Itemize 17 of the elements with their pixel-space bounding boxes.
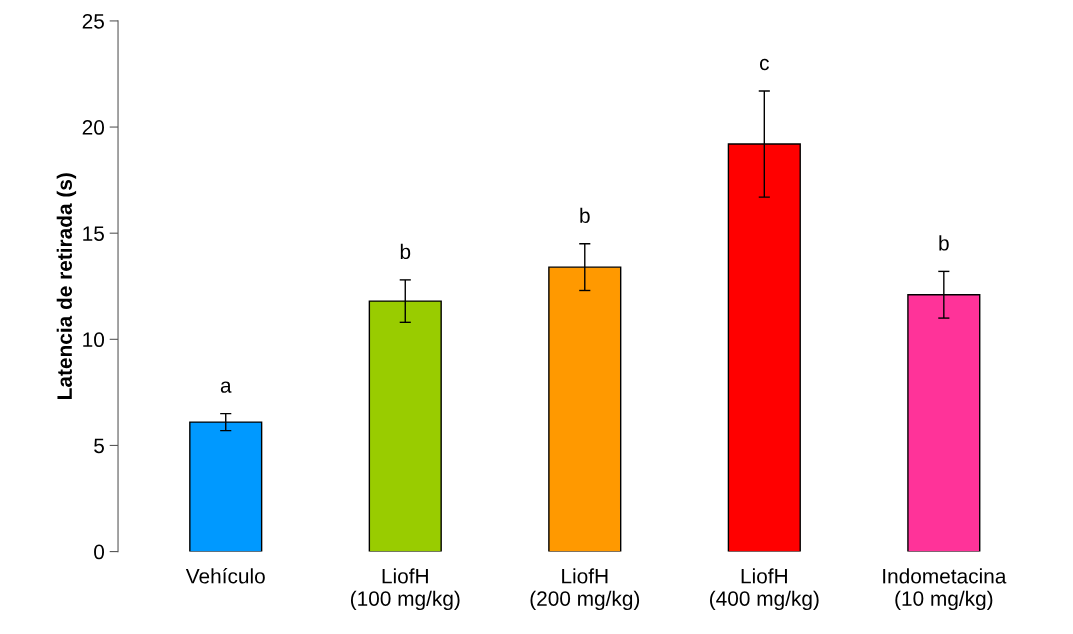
y-tick-label: 25 xyxy=(82,13,104,29)
y-tick-label: 0 xyxy=(94,544,105,560)
y-tick-label: 15 xyxy=(83,226,104,241)
annotation: b xyxy=(939,235,949,251)
annotation: b xyxy=(580,207,590,224)
x-tick-label: Indometacina (10 mg/kg) xyxy=(883,568,1007,611)
y-axis-title: Latencia de retirada (s) xyxy=(56,173,77,399)
y-tick-label: 20 xyxy=(82,120,105,135)
y-tick-label: 10 xyxy=(83,332,105,348)
annotation: a xyxy=(220,381,232,393)
x-tick-label: LiofH (200 mg/kg) xyxy=(530,568,640,611)
y-tick-label: 5 xyxy=(94,438,104,454)
x-tick-label: LiofH (100 mg/kg) xyxy=(350,568,460,611)
x-tick-label: LiofH (400 mg/kg) xyxy=(710,568,819,611)
annotation: c xyxy=(759,58,769,71)
x-tick-label: Vehículo xyxy=(185,568,265,584)
annotation: b xyxy=(400,243,411,260)
